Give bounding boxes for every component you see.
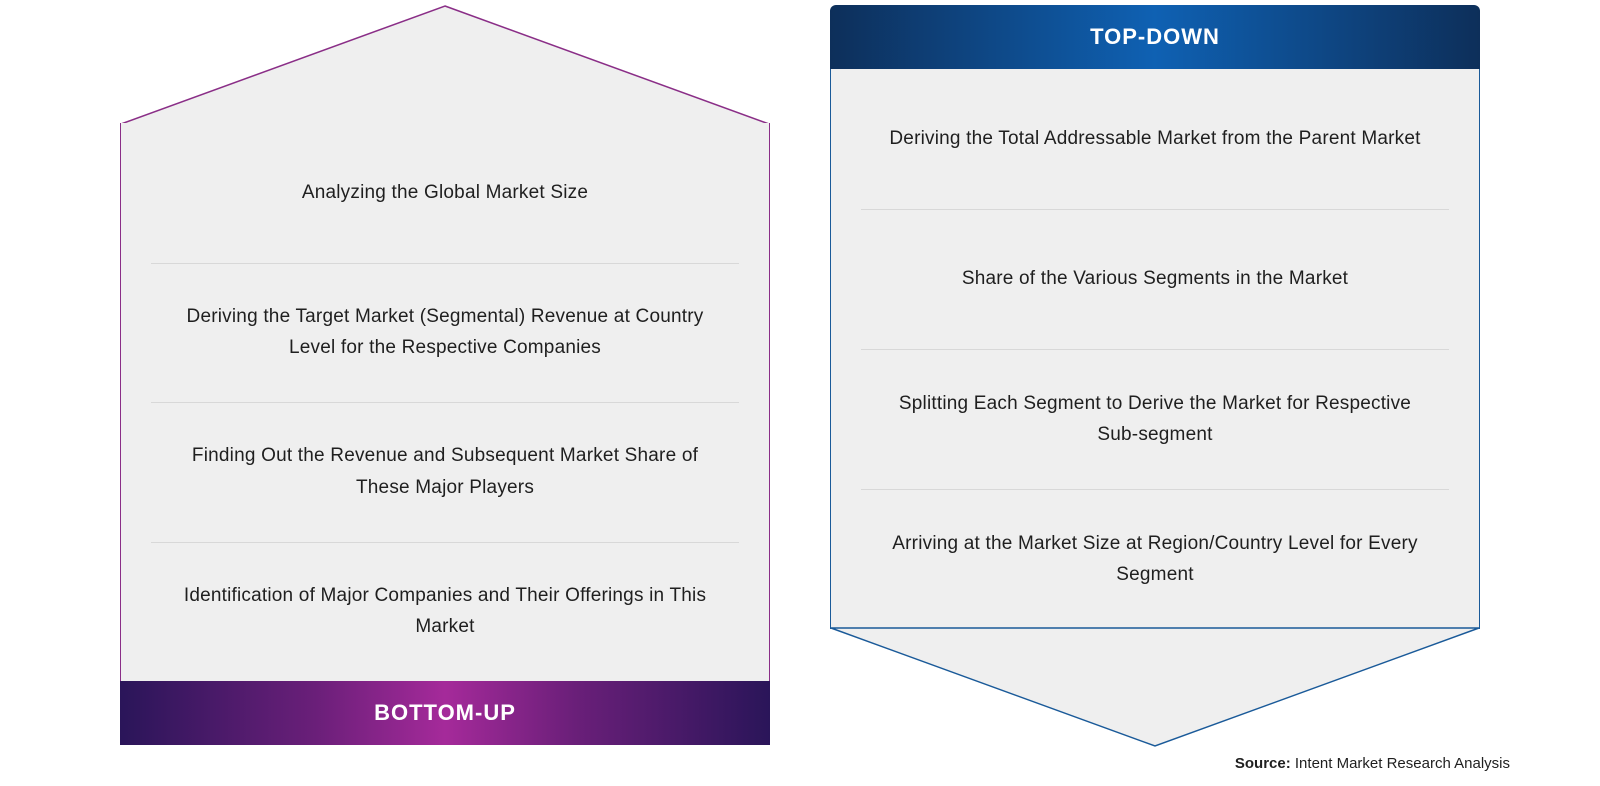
top-down-title-bar: TOP-DOWN: [830, 5, 1480, 69]
bottom-up-item: Deriving the Target Market (Segmental) R…: [121, 263, 769, 403]
bottom-up-item: Analyzing the Global Market Size: [121, 123, 769, 263]
top-down-item: Share of the Various Segments in the Mar…: [831, 209, 1479, 349]
source-text: Intent Market Research Analysis: [1295, 755, 1510, 772]
top-down-body: Deriving the Total Addressable Market fr…: [830, 69, 1480, 629]
bottom-up-body: Analyzing the Global Market Size Derivin…: [120, 123, 770, 681]
top-down-title: TOP-DOWN: [1090, 24, 1220, 50]
bottom-up-title-bar: BOTTOM-UP: [120, 681, 770, 745]
roof-polygon: [121, 6, 769, 124]
bottom-up-shape: Analyzing the Global Market Size Derivin…: [120, 5, 770, 745]
top-down-shape: TOP-DOWN Deriving the Total Addressable …: [830, 5, 1480, 745]
top-down-item: Arriving at the Market Size at Region/Co…: [831, 489, 1479, 629]
vee-polygon: [831, 628, 1479, 746]
source-credit: Source: Intent Market Research Analysis: [1235, 755, 1510, 772]
diagram-container: Analyzing the Global Market Size Derivin…: [0, 0, 1600, 745]
bottom-up-panel: Analyzing the Global Market Size Derivin…: [120, 5, 770, 745]
bottom-up-item: Finding Out the Revenue and Subsequent M…: [121, 402, 769, 542]
top-down-item: Splitting Each Segment to Derive the Mar…: [831, 349, 1479, 489]
top-down-item: Deriving the Total Addressable Market fr…: [831, 69, 1479, 209]
top-down-panel: TOP-DOWN Deriving the Total Addressable …: [830, 5, 1480, 745]
top-down-vee-icon: [830, 627, 1480, 747]
bottom-up-item: Identification of Major Companies and Th…: [121, 542, 769, 682]
bottom-up-title: BOTTOM-UP: [374, 700, 516, 726]
source-label: Source:: [1235, 755, 1291, 772]
bottom-up-roof-icon: [120, 5, 770, 125]
